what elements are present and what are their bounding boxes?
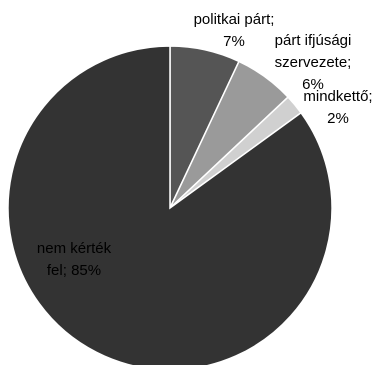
- pie-label-line: párt ifjúsági: [275, 32, 352, 49]
- pie-label-line: politkai párt;: [194, 11, 275, 28]
- pie-label-line: mindkettő;: [303, 88, 372, 105]
- pie-labels: politkai párt; 7% párt ifjúsági szervezete;…: [37, 11, 373, 279]
- pie-label-line: szervezete;: [275, 54, 352, 71]
- pie-label-3: nem kérték fel; 85%: [37, 240, 112, 279]
- pie-label-line: fel; 85%: [47, 262, 101, 279]
- pie-slices: [7, 45, 333, 365]
- pie-slice-3: [7, 45, 333, 365]
- pie-label-line: 6%: [302, 76, 324, 93]
- pie-label-1: párt ifjúsági szervezete; 6%: [275, 32, 352, 93]
- pie-label-2: mindkettő; 2%: [303, 88, 372, 127]
- pie-label-line: 2%: [327, 110, 349, 127]
- pie-label-0: politkai párt; 7%: [194, 11, 275, 50]
- pie-label-line: nem kérték: [37, 240, 112, 257]
- pie-label-line: 7%: [223, 33, 245, 50]
